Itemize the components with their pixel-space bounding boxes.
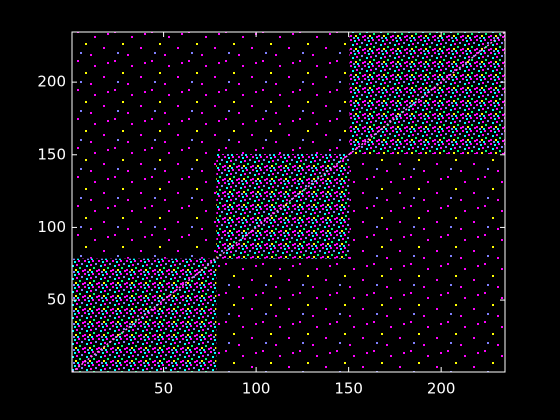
plot-area: 50 100 150 200 50 100 150 200: [37, 31, 506, 398]
x-tick-label: 50: [154, 380, 173, 398]
y-tick-label: 100: [37, 218, 66, 236]
y-tick-label: 50: [47, 291, 66, 309]
y-tick-label: 150: [37, 145, 66, 163]
x-tick-label: 150: [334, 380, 363, 398]
x-tick-label: 200: [427, 380, 456, 398]
x-tick-label: 100: [242, 380, 271, 398]
axes-box: [71, 31, 506, 373]
y-tick-label: 200: [37, 73, 66, 91]
